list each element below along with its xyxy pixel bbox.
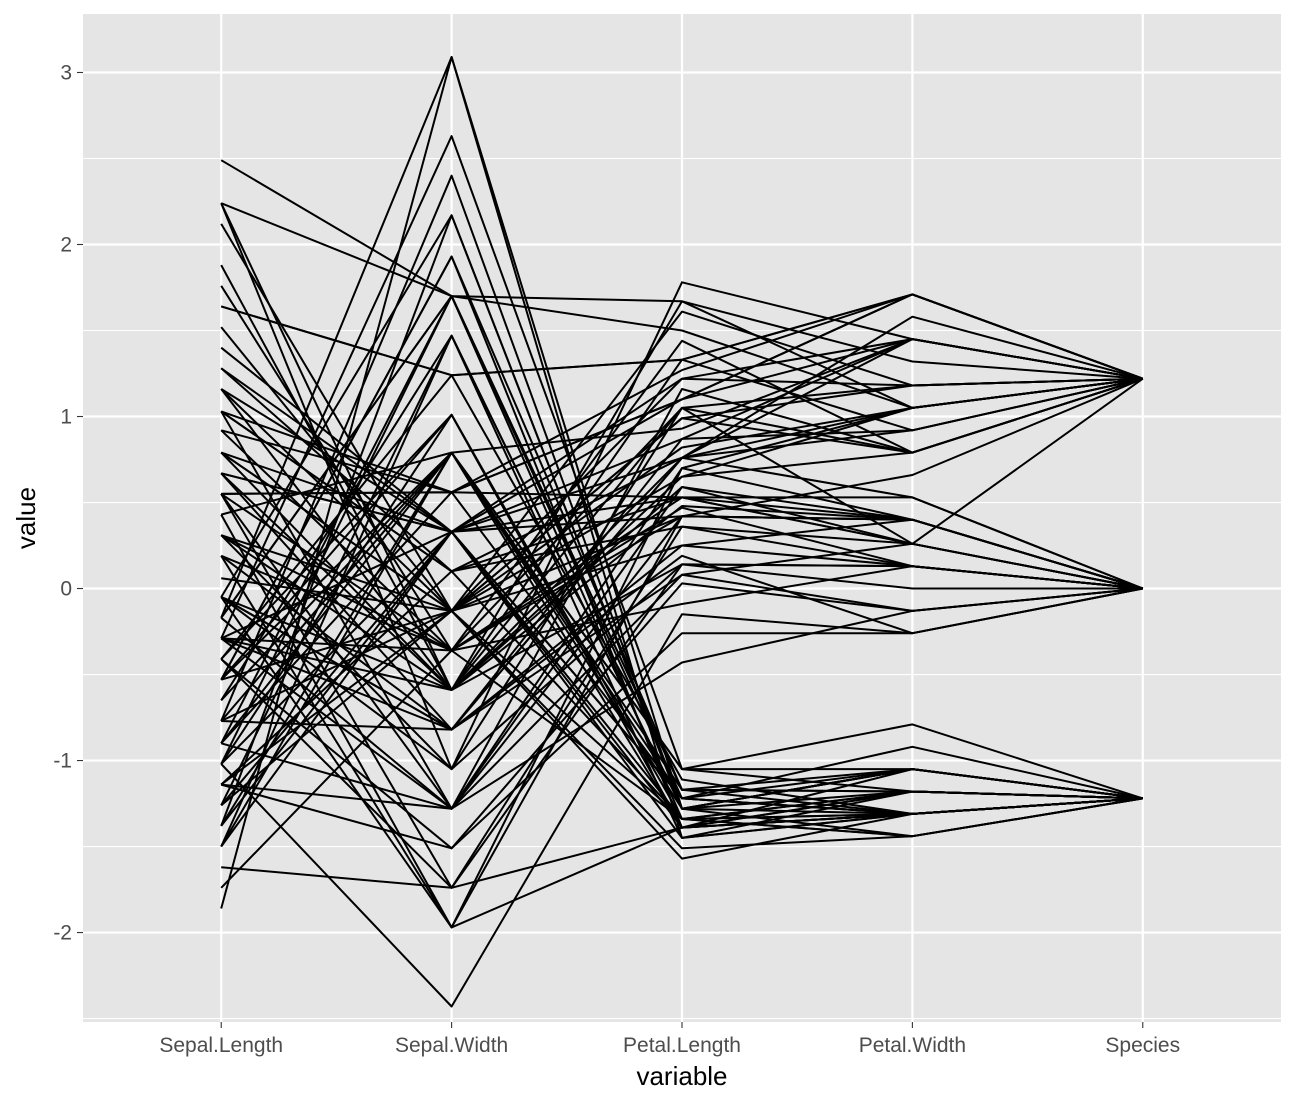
series-line-82: [221, 377, 1144, 810]
x-tick-label: Petal.Length: [623, 1034, 741, 1057]
y-axis: -2 -1 0 1 2 3: [53, 61, 83, 945]
series-line-100: [220, 202, 1143, 691]
x-tick-label: Sepal.Width: [395, 1034, 508, 1057]
series-line-98: [220, 255, 1143, 829]
series-line-99: [220, 573, 1143, 810]
series-line-87: [220, 377, 1143, 612]
series-line-85: [220, 293, 1144, 494]
y-tick-label: -1: [53, 750, 72, 773]
y-tick-label: 0: [60, 578, 72, 601]
series-line-74: [220, 338, 1143, 533]
x-tick-label: Petal.Width: [859, 1034, 966, 1057]
x-tick-label: Sepal.Length: [159, 1034, 283, 1057]
series-line-63: [220, 563, 1143, 771]
series-line-83: [220, 377, 1144, 731]
series-line-95: [220, 410, 1143, 590]
series-lines: [220, 56, 1144, 1008]
series-line-92: [220, 554, 1143, 731]
series-line-90: [220, 530, 1143, 839]
series-line-93: [221, 491, 1144, 590]
y-tick-label: -2: [53, 922, 72, 945]
x-tick-label: Species: [1105, 1034, 1180, 1057]
y-axis-title: value: [11, 487, 41, 549]
x-axis: Sepal.Length Sepal.Width Petal.Length Petal…: [159, 1022, 1180, 1057]
series-line-58: [221, 565, 1143, 652]
y-tick-label: 2: [60, 233, 72, 256]
y-tick-label: 3: [60, 61, 72, 84]
series-line-72: [221, 518, 1144, 612]
series-line-96: [220, 295, 1143, 800]
x-axis-title: variable: [636, 1061, 727, 1091]
y-tick-label: 1: [60, 406, 72, 429]
